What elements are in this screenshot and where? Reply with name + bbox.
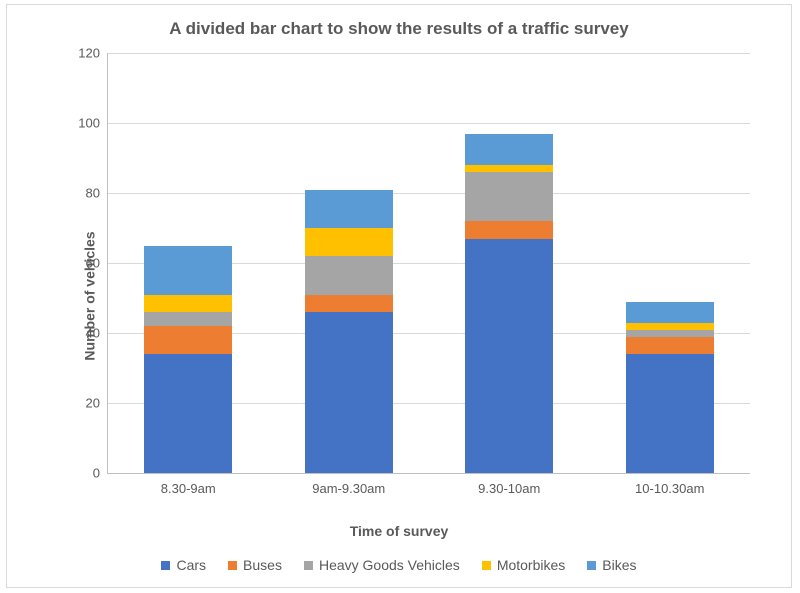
legend-label: Heavy Goods Vehicles [319, 557, 460, 573]
x-tick-label: 10-10.30am [635, 473, 704, 496]
legend-item: Cars [161, 557, 206, 573]
legend-label: Buses [243, 557, 282, 573]
bar-segment [305, 228, 393, 256]
bar-segment [465, 165, 553, 172]
bar-segment [626, 323, 714, 330]
grid-line [108, 53, 750, 54]
legend-swatch [482, 561, 491, 570]
x-tick-label: 9am-9.30am [312, 473, 385, 496]
legend-item: Heavy Goods Vehicles [304, 557, 460, 573]
legend-swatch [587, 561, 596, 570]
bar-segment [626, 302, 714, 323]
legend-label: Motorbikes [497, 557, 565, 573]
y-tick-label: 60 [86, 256, 108, 271]
legend-label: Cars [176, 557, 206, 573]
y-tick-label: 20 [86, 396, 108, 411]
y-axis-label: Number of vehicles [82, 231, 98, 360]
bar [144, 246, 232, 474]
bar-segment [305, 295, 393, 313]
legend-item: Bikes [587, 557, 636, 573]
y-tick-label: 100 [78, 116, 108, 131]
legend-item: Buses [228, 557, 282, 573]
bar-segment [465, 172, 553, 221]
legend-swatch [161, 561, 170, 570]
y-tick-label: 80 [86, 186, 108, 201]
bar-segment [144, 312, 232, 326]
bar-segment [305, 312, 393, 473]
legend-swatch [304, 561, 313, 570]
legend-swatch [228, 561, 237, 570]
bar [305, 190, 393, 474]
bar-segment [626, 337, 714, 355]
y-tick-label: 0 [93, 466, 108, 481]
legend-label: Bikes [602, 557, 636, 573]
y-tick-label: 40 [86, 326, 108, 341]
grid-line [108, 123, 750, 124]
bar-segment [465, 239, 553, 474]
x-axis-label: Time of survey [7, 523, 791, 539]
bar-segment [626, 354, 714, 473]
y-tick-label: 120 [78, 46, 108, 61]
bar [626, 302, 714, 474]
bar-segment [626, 330, 714, 337]
bar-segment [305, 256, 393, 295]
chart-frame: A divided bar chart to show the results … [6, 4, 792, 588]
bar-segment [144, 295, 232, 313]
bar-segment [305, 190, 393, 229]
bar-segment [465, 221, 553, 239]
grid-line [108, 193, 750, 194]
legend-item: Motorbikes [482, 557, 565, 573]
bar-segment [465, 134, 553, 166]
bar [465, 134, 553, 474]
legend: Cars Buses Heavy Goods Vehicles Motorbikes B… [7, 557, 791, 573]
bar-segment [144, 246, 232, 295]
x-tick-label: 8.30-9am [161, 473, 216, 496]
plot-area: 0204060801001208.30-9am9am-9.30am9.30-10… [107, 53, 750, 474]
bar-segment [144, 326, 232, 354]
bar-segment [144, 354, 232, 473]
x-tick-label: 9.30-10am [478, 473, 540, 496]
chart-title: A divided bar chart to show the results … [7, 19, 791, 39]
